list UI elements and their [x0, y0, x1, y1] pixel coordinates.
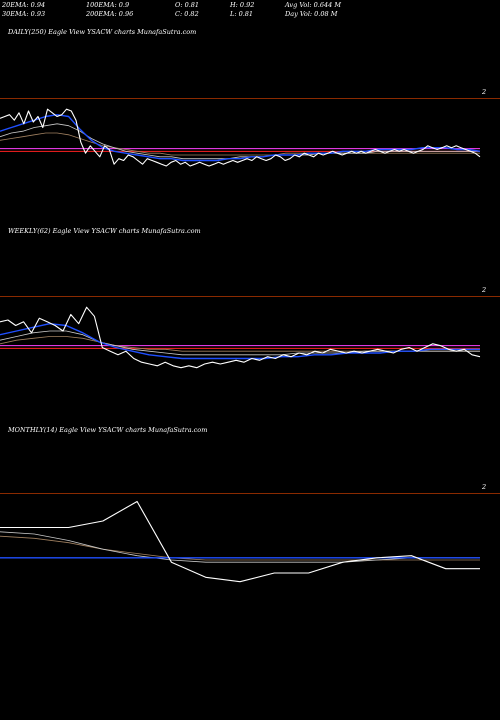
ema30-readout: 30EMA: 0.93 — [2, 10, 46, 18]
price-line — [0, 306, 481, 369]
low-readout: L: 0.81 — [230, 10, 254, 18]
monthly-separator — [0, 493, 500, 494]
price-line — [0, 500, 480, 583]
weekly-panel-label: WEEKLY(62) Eagle View YSACW charts Munaf… — [8, 227, 201, 235]
open-readout: O: 0.81 — [175, 1, 200, 9]
ema100-readout: 100EMA: 0.9 — [86, 1, 130, 9]
weekly-separator — [0, 296, 500, 297]
ema-fast-line — [0, 113, 481, 162]
weekly-chart — [0, 306, 481, 369]
dayvol-readout: Day Vol: 0.08 M — [285, 10, 338, 18]
daily-chart — [0, 108, 481, 167]
high-readout: H: 0.92 — [230, 1, 255, 9]
monthly-chart — [0, 500, 480, 583]
ema200-readout: 200EMA: 0.96 — [86, 10, 134, 18]
avgvol-readout: Avg Vol: 0.644 M — [285, 1, 342, 9]
ema-slow-line — [0, 531, 480, 563]
weekly-y-mark: 2 — [482, 286, 487, 294]
monthly-panel-label: MONTHLY(14) Eagle View YSACW charts Muna… — [8, 426, 208, 434]
price-line — [0, 108, 481, 167]
monthly-y-mark: 2 — [482, 483, 487, 491]
ema20-readout: 20EMA: 0.94 — [2, 1, 46, 9]
ema-long-line — [0, 336, 480, 352]
daily-separator — [0, 98, 500, 99]
ema-long-line — [0, 535, 480, 561]
indicator-header: 20EMA: 0.94 100EMA: 0.9 O: 0.81 H: 0.92 … — [0, 0, 500, 20]
close-readout: C: 0.82 — [175, 10, 199, 18]
daily-y-mark: 2 — [482, 88, 487, 96]
ema-fast-line — [0, 323, 480, 360]
daily-panel-label: DAILY(250) Eagle View YSACW charts Munaf… — [8, 28, 197, 36]
